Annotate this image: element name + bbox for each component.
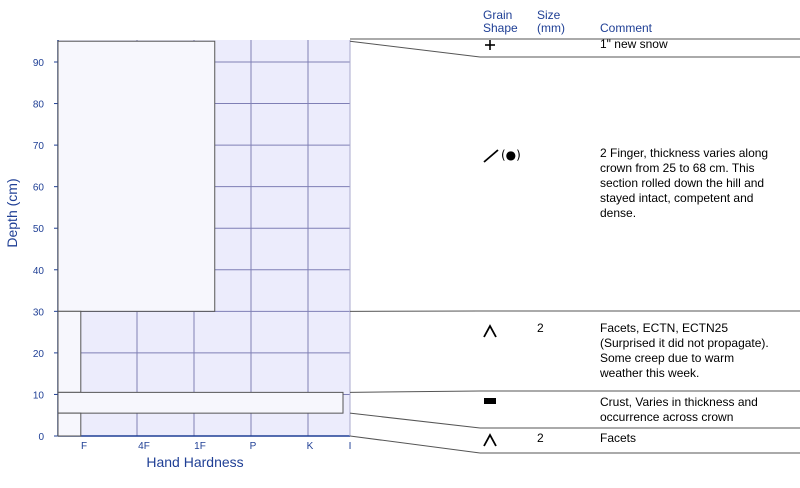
comment-line: stayed intact, competent and bbox=[600, 191, 785, 206]
layer-comment: 1" new snow bbox=[600, 37, 785, 52]
x-tick-label: P bbox=[250, 441, 257, 452]
x-tick-label: 1F bbox=[194, 441, 206, 452]
grain-shape-icon: (●) bbox=[484, 148, 521, 162]
header-grain-shape: Grain Shape bbox=[483, 9, 518, 35]
y-axis-label: Depth (cm) bbox=[4, 173, 20, 253]
x-tick-label: I bbox=[349, 441, 352, 452]
y-tick-label: 60 bbox=[33, 183, 45, 194]
slash-icon bbox=[484, 150, 498, 162]
header-comment: Comment bbox=[600, 22, 652, 35]
layer-connector bbox=[350, 41, 480, 57]
comment-line: section rolled down the hill and bbox=[600, 176, 785, 191]
header-mm-label: (mm) bbox=[537, 22, 565, 35]
paren-dot-icon: (●) bbox=[501, 148, 521, 162]
comment-line: weather this week. bbox=[600, 366, 785, 381]
caret-icon bbox=[484, 326, 496, 337]
x-axis-label: Hand Hardness bbox=[146, 454, 243, 470]
y-tick-label: 70 bbox=[33, 141, 45, 152]
x-tick-label: K bbox=[307, 441, 314, 452]
comment-line: (Surprised it did not propagate). bbox=[600, 336, 785, 351]
hardness-bar bbox=[58, 392, 343, 413]
grain-shape-icon bbox=[484, 398, 496, 404]
comment-line: crown from 25 to 68 cm. This bbox=[600, 161, 785, 176]
layer-connector bbox=[350, 436, 480, 453]
layer-connector bbox=[350, 391, 480, 392]
hardness-bar bbox=[58, 41, 215, 311]
hardness-bar bbox=[58, 413, 81, 436]
comment-line: occurrence across crown bbox=[600, 410, 785, 425]
y-tick-label: 10 bbox=[33, 390, 45, 401]
y-tick-label: 0 bbox=[38, 432, 44, 443]
layer-grain-size: 2 bbox=[537, 321, 544, 335]
caret-icon bbox=[484, 435, 496, 446]
header-shape-label: Shape bbox=[483, 22, 518, 35]
grain-shape-icon bbox=[484, 435, 496, 446]
header-size: Size (mm) bbox=[537, 9, 565, 35]
comment-line: 2 Finger, thickness varies along bbox=[600, 146, 785, 161]
y-tick-label: 90 bbox=[33, 58, 45, 69]
comment-line: Facets, ECTN, ECTN25 bbox=[600, 321, 785, 336]
y-tick-label: 50 bbox=[33, 224, 45, 235]
comment-line: dense. bbox=[600, 206, 785, 221]
comment-line: Facets bbox=[600, 431, 785, 446]
grain-shape-icon bbox=[484, 326, 496, 337]
y-tick-label: 40 bbox=[33, 266, 45, 277]
layer-connector bbox=[350, 413, 480, 428]
comment-line: 1" new snow bbox=[600, 37, 785, 52]
x-tick-label: 4F bbox=[138, 441, 150, 452]
grain-shape-icon bbox=[485, 40, 495, 50]
y-tick-label: 20 bbox=[33, 349, 45, 360]
comment-line: Crust, Varies in thickness and bbox=[600, 395, 785, 410]
layer-comment: Facets, ECTN, ECTN25(Surprised it did no… bbox=[600, 321, 785, 381]
y-tick-label: 80 bbox=[33, 100, 45, 111]
comment-line: Some creep due to warm bbox=[600, 351, 785, 366]
y-tick-label: 30 bbox=[33, 307, 45, 318]
layer-grain-size: 2 bbox=[537, 431, 544, 445]
hardness-bar bbox=[58, 311, 81, 392]
crust-bar-icon bbox=[484, 398, 496, 404]
x-tick-label: F bbox=[81, 441, 87, 452]
layer-comment: Facets bbox=[600, 431, 785, 446]
